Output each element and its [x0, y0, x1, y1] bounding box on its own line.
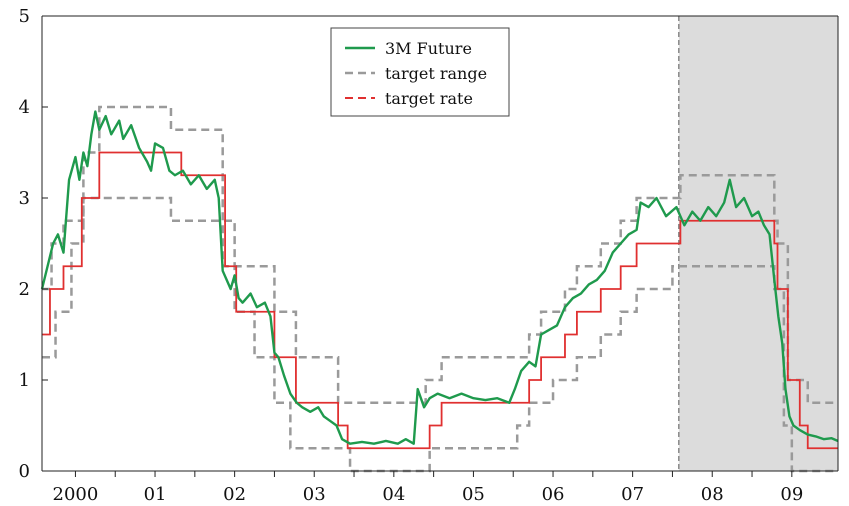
x-tick-label: 08: [701, 484, 724, 505]
x-tick-label: 01: [144, 484, 167, 505]
legend-label: target range: [385, 64, 487, 83]
target-range-lower: [42, 196, 838, 473]
x-tick-label: 02: [223, 484, 246, 505]
y-tick-label: 0: [19, 461, 30, 482]
x-tick-label: 2000: [53, 484, 99, 505]
y-tick-label: 2: [19, 279, 30, 300]
y-tick-label: 1: [19, 370, 30, 391]
target-rate-line: [42, 151, 838, 450]
x-tick-label: 07: [621, 484, 644, 505]
x-tick-label: 03: [303, 484, 326, 505]
x-tick-label: 09: [780, 484, 803, 505]
target-range-upper: [42, 105, 838, 404]
legend-label: target rate: [385, 89, 473, 108]
legend: 3M Future target range target rate: [330, 27, 510, 117]
future-line: [40, 110, 839, 445]
y-tick-label: 4: [19, 97, 30, 118]
x-tick-label: 06: [542, 484, 565, 505]
target-rate-path: [42, 151, 838, 450]
y-tick-label: 5: [19, 6, 30, 27]
shaded-region: [678, 16, 838, 471]
x-tick-label: 04: [382, 484, 405, 505]
future-path: [40, 110, 839, 445]
legend-label: 3M Future: [385, 39, 472, 58]
y-tick-label: 3: [19, 188, 30, 209]
x-tick-label: 05: [462, 484, 485, 505]
